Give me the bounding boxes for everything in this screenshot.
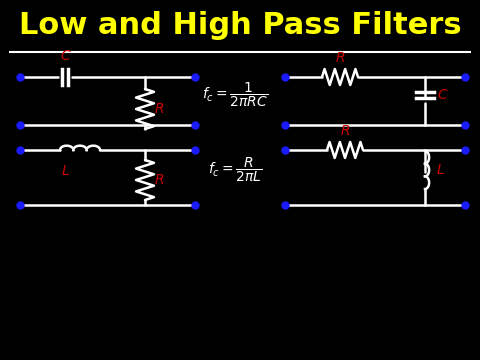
Text: L: L <box>61 164 69 178</box>
Text: L: L <box>437 163 445 177</box>
Text: R: R <box>335 51 345 65</box>
Text: Low and High Pass Filters: Low and High Pass Filters <box>19 10 461 40</box>
Text: C: C <box>437 88 447 102</box>
Text: R: R <box>155 102 165 116</box>
Text: R: R <box>340 124 350 138</box>
Text: R: R <box>155 173 165 187</box>
Text: $f_c = \dfrac{1}{2\pi RC}$: $f_c = \dfrac{1}{2\pi RC}$ <box>202 81 268 109</box>
Text: C: C <box>60 49 70 63</box>
Text: $f_c = \dfrac{R}{2\pi L}$: $f_c = \dfrac{R}{2\pi L}$ <box>208 156 262 184</box>
